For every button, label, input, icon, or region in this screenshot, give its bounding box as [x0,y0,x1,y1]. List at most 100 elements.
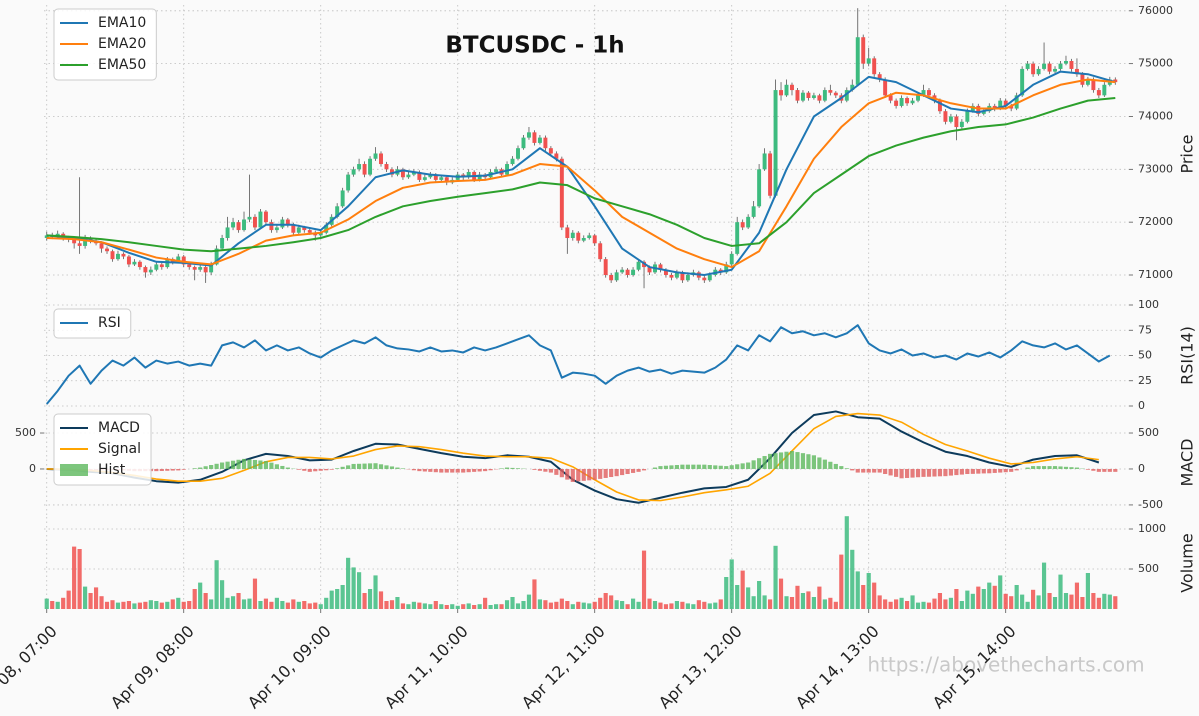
candle-body [905,97,910,104]
volume-bar [981,589,986,609]
volume-bar [625,604,630,609]
volume-bar [762,595,767,609]
histogram-bar [176,468,181,471]
candle-body [302,227,307,231]
volume-bar [663,604,669,609]
volume-bar [510,597,515,609]
histogram-bar [625,468,630,475]
histogram-bar [367,463,373,469]
candle-body [921,90,926,96]
histogram-bar [565,468,570,480]
histogram-bar [926,468,932,477]
histogram-bar [1091,468,1096,471]
candle-body [894,100,899,106]
volume-bar [1091,593,1096,609]
volume-bar [269,601,274,609]
legend-label: RSI [98,315,121,331]
candle-body [620,269,625,273]
volume-bar [340,585,345,609]
candle-body [669,274,674,278]
candle-body [351,169,356,175]
candle-body [203,267,208,273]
candle-body [587,235,592,239]
histogram-bar [1025,467,1030,469]
histogram-bar [472,468,477,472]
candle-body [433,174,438,180]
histogram-bar [685,464,690,469]
histogram-bar [696,464,701,469]
volume-bar [422,603,427,609]
histogram-bar [439,468,444,473]
candle-body [187,264,192,268]
candle-body [1091,79,1096,91]
volume-bar [104,601,110,609]
candle-body [263,211,268,223]
volume-bar [767,599,773,609]
volume-bar [159,602,164,609]
volume-bar [137,602,142,609]
candle-body [614,272,619,281]
volume-bar [998,575,1003,609]
candle-body [609,274,614,281]
y2-tick-label: 500 [15,426,36,439]
histogram-bar [943,468,948,477]
volume-bar [132,603,137,609]
histogram-bar [198,467,203,469]
volume-bar [247,598,252,609]
candle-body [702,277,707,281]
volume-bar [411,601,416,609]
volume-bar [713,602,718,609]
volume-bar [433,601,438,609]
candle-body [943,111,948,122]
candle-body [428,174,433,178]
candle-body [110,251,115,260]
volume-bar [921,601,926,609]
volume-bar [855,571,860,609]
candle-body [910,100,915,104]
candle-body [516,148,520,159]
volume-bar [263,598,269,609]
volume-bar [488,605,493,609]
candle-body [899,97,904,106]
histogram-bar [899,468,904,479]
candle-body [220,238,225,249]
legend-box [53,308,132,339]
candle-body [735,222,740,254]
histogram-bar [269,462,274,469]
histogram-bar [1085,468,1090,470]
volume-bar [126,601,132,609]
volume-bar [121,601,126,609]
volume-bar [773,545,778,609]
series-line [46,70,1116,276]
candle-body [1064,61,1068,64]
volume-bar [910,595,915,609]
candle-body [965,111,970,122]
volume-bar [822,599,827,609]
volume-bar [378,591,384,609]
candle-body [598,243,603,260]
candle-body [658,264,663,270]
candle-body [872,58,877,75]
histogram-bar [340,466,345,469]
volume-bar [877,595,882,609]
candle-body [828,90,833,93]
histogram-bar [504,467,510,469]
volume-bar [466,603,471,609]
histogram-bar [1047,466,1052,469]
volume-bar [817,586,822,609]
candle-body [126,256,131,265]
histogram-bar [981,468,986,474]
histogram-bar [674,465,679,469]
histogram-bar [236,459,241,469]
legend-label: EMA10 [98,15,146,31]
volume-bar [384,601,389,609]
histogram-bar [987,468,992,474]
volume-bar [789,597,795,609]
volume-bar [630,598,636,609]
histogram-bar [740,463,745,469]
histogram-bar [641,468,647,471]
volume-bar [1102,593,1107,609]
y-tick-label: 74000 [1138,109,1173,122]
candle-body [176,256,181,262]
